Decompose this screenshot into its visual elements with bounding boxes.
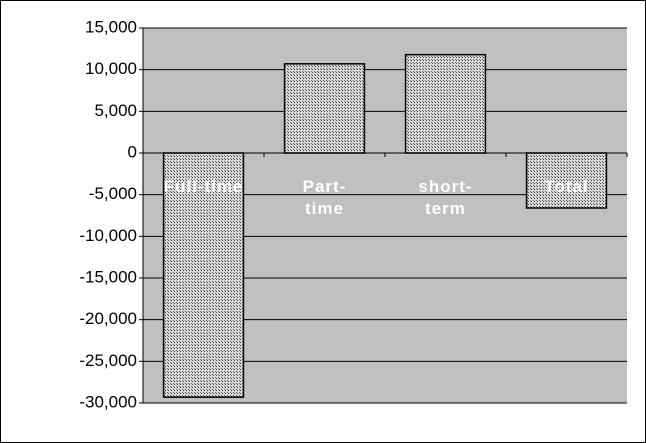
bar [404, 53, 487, 154]
y-tick-label: 0 [128, 142, 137, 161]
y-tick-label: -25,000 [79, 351, 137, 370]
y-tick-label: -15,000 [79, 267, 137, 286]
x-tick-label: Full-time [163, 177, 244, 196]
y-tick-label: 5,000 [94, 101, 137, 120]
y-tick-label: 15,000 [85, 17, 137, 36]
bar [162, 152, 245, 398]
y-tick-label: -30,000 [79, 392, 137, 411]
y-tick-label: 10,000 [85, 59, 137, 78]
y-tick-label: -10,000 [79, 226, 137, 245]
x-tick-label: Part-time [302, 177, 347, 218]
y-tick-label: -20,000 [79, 309, 137, 328]
x-tick-label: Total [544, 177, 589, 196]
x-tick-label: short-term [418, 177, 473, 218]
bar [283, 63, 366, 154]
bar [525, 152, 608, 209]
y-tick-label: -5,000 [89, 184, 137, 203]
